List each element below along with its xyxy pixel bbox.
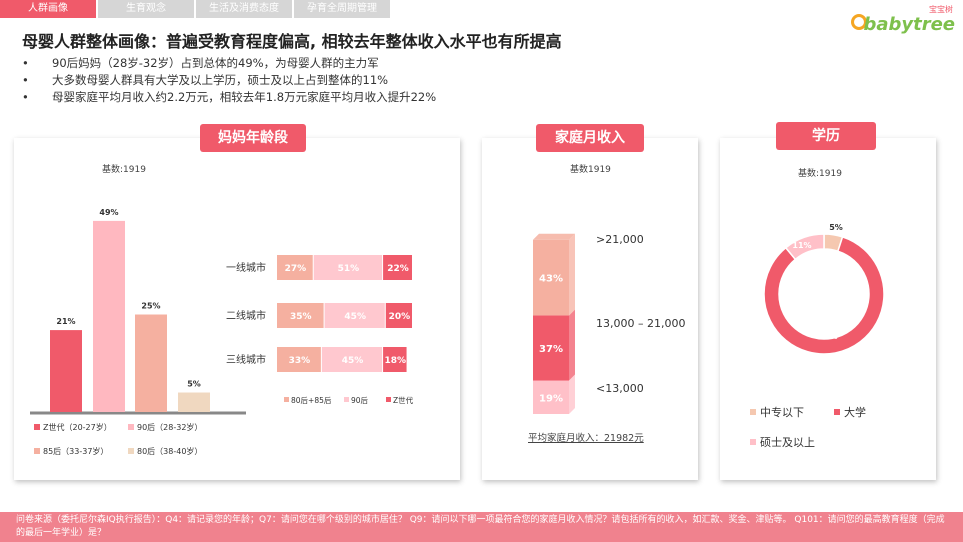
city-bar-label: 20% — [389, 312, 411, 322]
edu-slice-label: 11% — [792, 241, 811, 250]
edu-slice-label: 5% — [829, 223, 843, 232]
age-legend-swatch — [128, 424, 134, 430]
age-chart: 21% 49% 25% 5% Z世代（20-27岁） 90后（28-32岁） 85后（33-… — [30, 208, 414, 456]
edu-donut-slice — [784, 233, 825, 261]
edu-legend-label: 硕士及以上 — [760, 436, 815, 449]
city-legend-swatch — [386, 397, 391, 402]
age-legend-swatch — [34, 424, 40, 430]
edu-legend-swatch — [834, 409, 840, 415]
edu-legend-label: 大学 — [844, 405, 866, 419]
age-bar — [135, 314, 167, 412]
city-legend-label: 80后+85后 — [291, 395, 332, 405]
income-panel-title: 家庭月收入 — [536, 124, 644, 152]
age-legend-swatch — [34, 448, 40, 454]
city-bar-label: 27% — [285, 264, 307, 274]
income-category-label: >21,000 — [596, 233, 644, 246]
footer-source: 问卷来源（委托尼尔森IQ执行报告）：Q4：请记录您的年龄；Q7：请问您在哪个级别… — [0, 512, 963, 542]
income-category-label: 13,000 – 21,000 — [596, 317, 685, 330]
city-bar-label: 51% — [338, 264, 360, 274]
age-bar-label: 5% — [187, 380, 201, 389]
edu-base-text: 基数:1919 — [798, 169, 842, 179]
income-bar-label: 37% — [539, 344, 563, 355]
income-chart: 19% <13,000 37% 13,000 – 21,000 43% >21,000 — [533, 233, 685, 414]
tab-1[interactable]: 人群画像 — [0, 0, 96, 18]
income-bar-top — [533, 233, 575, 240]
edu-legend-swatch — [750, 439, 756, 445]
tab-bar: 人群画像 生育观念 生活及消费态度 孕育全周期管理 — [0, 0, 392, 18]
city-bar-segment — [313, 255, 383, 280]
city-bar-segment — [383, 347, 407, 372]
city-bar-label: 22% — [387, 264, 409, 274]
bullet-item: • 大多数母婴人群具有大学及以上学历，硕士及以上占到整体的11% — [22, 73, 389, 87]
tab-4[interactable]: 孕育全周期管理 — [294, 0, 390, 18]
age-base-text: 基数:1919 — [102, 165, 146, 175]
summary-bullets: • 90后妈妈（28岁-32岁）占到总体的49%，为母婴人群的主力军 • 大多数母婴… — [22, 55, 436, 106]
bullet-item: • 母婴家庭平均月收入约2.2万元，相较去年1.8万元家庭平均月收入提升22% — [22, 90, 437, 104]
income-bar-label: 43% — [539, 274, 563, 285]
city-bar-segment — [277, 347, 321, 372]
age-bar — [93, 220, 125, 412]
edu-slice-label: 84% — [818, 332, 837, 341]
age-bar — [178, 392, 210, 412]
age-legend-label: 80后（38-40岁） — [137, 446, 202, 456]
edu-panel-title: 学历 — [776, 122, 876, 150]
city-legend-swatch — [344, 397, 349, 402]
income-category-label: <13,000 — [596, 382, 644, 395]
income-base-text: 基数1919 — [570, 165, 611, 175]
age-bar-label: 49% — [99, 208, 118, 217]
income-bar-side — [569, 233, 575, 316]
city-bar-segment — [324, 303, 385, 328]
age-legend-label: 90后（28-32岁） — [137, 422, 202, 432]
city-legend-label: Z世代 — [393, 395, 414, 405]
income-bar-segment — [533, 239, 569, 316]
edu-legend-swatch — [750, 409, 756, 415]
age-panel-title: 妈妈年龄段 — [200, 124, 306, 152]
logo-en-text: babytree — [863, 14, 955, 35]
city-legend-swatch — [284, 397, 289, 402]
city-bar-segment — [321, 347, 383, 372]
babytree-logo: 宝宝树 babytree — [845, 2, 955, 38]
income-bar-side — [569, 374, 575, 414]
city-bar-segment — [277, 255, 313, 280]
age-panel — [14, 138, 460, 480]
city-bar-segment — [277, 303, 324, 328]
city-bar-label: 35% — [290, 312, 312, 322]
age-legend-swatch — [128, 448, 134, 454]
age-bar-label: 21% — [56, 317, 75, 326]
income-bar-segment — [533, 315, 569, 381]
tab-3[interactable]: 生活及消费态度 — [196, 0, 292, 18]
income-bar-segment — [533, 380, 569, 414]
logo-mark-icon — [851, 14, 867, 30]
age-bar — [50, 330, 82, 412]
edu-donut-slice — [763, 235, 885, 355]
city-bar-segment — [385, 303, 412, 328]
tab-2[interactable]: 生育观念 — [98, 0, 194, 18]
page-title: 母婴人群整体画像：普遍受教育程度偏高, 相较去年整体收入水平也有所提高 — [22, 32, 562, 51]
age-legend-label: 85后（33-37岁） — [43, 446, 108, 456]
city-bar-label: 45% — [342, 356, 364, 366]
income-bar-side — [569, 309, 575, 381]
city-bar-label: 45% — [344, 312, 366, 322]
city-category-label: 二线城市 — [226, 309, 266, 322]
age-bar-label: 25% — [141, 302, 160, 311]
bullet-item: • 90后妈妈（28岁-32岁）占到总体的49%，为母婴人群的主力军 — [22, 56, 379, 70]
city-bar-label: 33% — [289, 356, 311, 366]
city-category-label: 一线城市 — [226, 261, 266, 274]
age-legend-label: Z世代（20-27岁） — [43, 422, 112, 432]
edu-legend-label: 中专以下 — [760, 405, 804, 419]
city-bar-label: 18% — [385, 356, 407, 366]
income-panel — [482, 138, 698, 480]
city-legend-label: 90后 — [351, 395, 369, 405]
city-bar-segment — [383, 255, 412, 280]
edu-panel — [720, 138, 936, 480]
income-bar-label: 19% — [539, 393, 563, 404]
city-category-label: 三线城市 — [226, 353, 266, 366]
income-avg-text: 平均家庭月收入：21982元 — [528, 433, 644, 444]
logo-cn-text: 宝宝树 — [929, 5, 953, 14]
